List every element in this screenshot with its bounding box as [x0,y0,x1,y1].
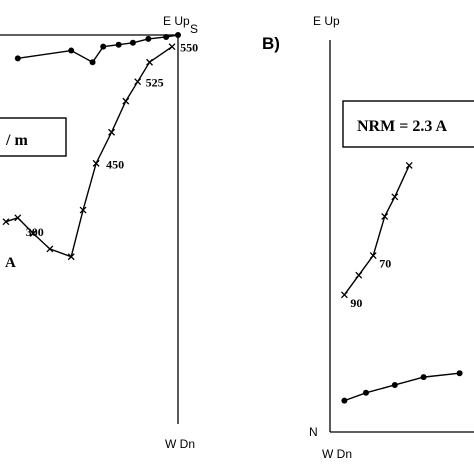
series-line [17,34,179,64]
point-label: 450 [106,157,124,171]
data-point-cross [92,159,100,167]
data-point-circle [115,41,122,48]
data-point-circle [14,55,21,62]
data-point-cross [108,128,116,136]
data-point-cross [29,229,37,237]
data-point-cross [2,218,10,226]
panel-a-top-right-label: S [190,22,198,36]
panel-b-left-label: N [309,425,318,439]
data-point-cross [340,291,348,299]
point-label: 90 [350,296,362,310]
data-point-cross [79,206,87,214]
panel-b-top-label: E Up [313,14,340,28]
data-point-cross [46,245,54,253]
data-point-cross [122,97,130,105]
data-point-circle [420,374,427,381]
panel-a-plot: 550 525 450 300 [2,32,198,261]
data-point-cross [168,43,176,51]
series-line [343,165,410,296]
data-point-circle [89,59,96,66]
data-point-circle [363,389,369,396]
data-point-cross [14,214,22,222]
data-point-cross [146,58,153,66]
panel-a: 550 525 450 300 / m A E Up S W Dn [0,14,198,451]
data-point-cross [355,271,363,279]
panel-a-note-box [0,117,67,157]
data-point-circle [341,397,348,404]
panel-b-bottom-label: W Dn [322,447,352,461]
data-point-circle [100,43,107,50]
data-point-circle [175,32,181,38]
data-point-circle [68,47,75,54]
panel-b-note-text: NRM = 2.3 A [357,118,447,135]
data-point-cross [391,193,399,201]
panel-b: B) 90 70 NRM = 2.3 A E Up N W Dn [262,14,474,461]
data-point-cross [67,253,75,261]
data-point-circle [145,35,152,42]
data-point-circle [129,39,136,46]
panel-a-bottom-label: W Dn [165,437,195,451]
point-label: 70 [379,257,391,271]
point-label: 300 [26,225,44,239]
series-line [344,372,460,402]
data-point-cross [134,78,142,86]
data-point-cross [405,161,413,169]
data-point-cross [369,252,377,260]
data-point-cross [381,212,389,220]
panel-b-label: B) [262,34,280,53]
point-label: 525 [146,76,164,90]
point-label: 550 [180,41,198,55]
panel-a-top-label: E Up [163,14,190,28]
panel-b-note-box [342,100,474,148]
panel-a-note-text-2: A [5,255,16,271]
data-point-circle [391,381,398,388]
data-point-circle [456,370,463,377]
data-point-circle [163,33,170,40]
panel-b-plot: 90 70 [340,161,463,404]
panel-a-note-text: / m [5,132,28,149]
